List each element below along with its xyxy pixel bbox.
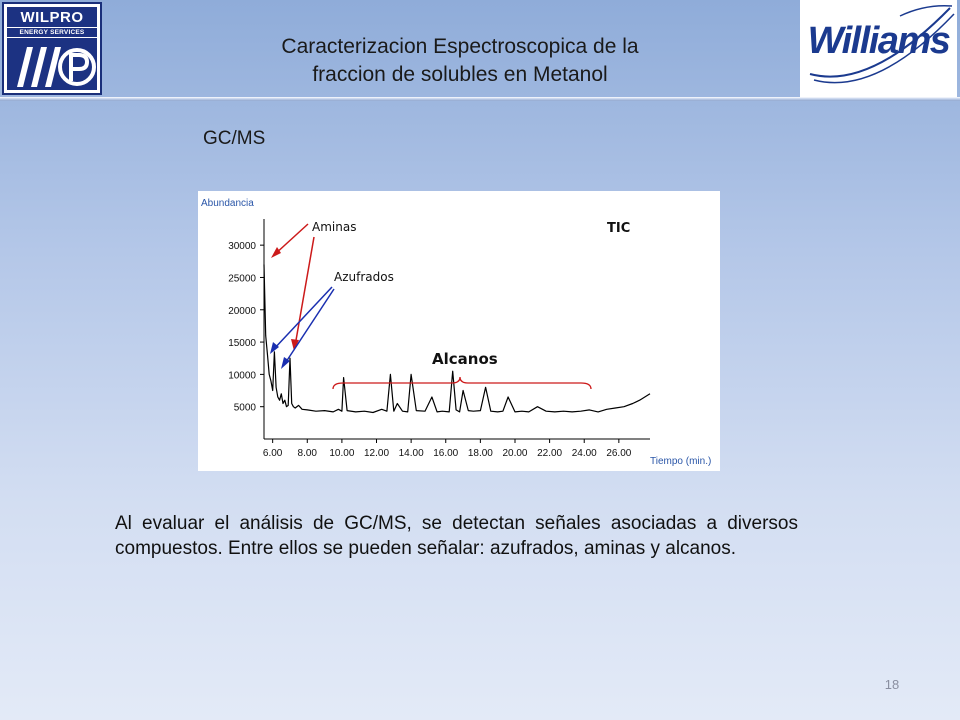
y-tick-label: 30000 bbox=[228, 241, 256, 252]
x-tick-label: 16.00 bbox=[433, 448, 458, 459]
arrow-aminas-2 bbox=[294, 236, 315, 347]
arrow-azufrados-2 bbox=[283, 288, 335, 366]
y-tick-label: 25000 bbox=[228, 273, 256, 284]
wilpro-emblem-icon bbox=[17, 47, 96, 87]
x-tick-label: 8.00 bbox=[298, 448, 318, 459]
y-tick-label: 10000 bbox=[228, 370, 256, 381]
williams-logo-name: Williams bbox=[807, 20, 951, 62]
x-axis-label: Tiempo (min.) bbox=[650, 456, 711, 467]
header-divider bbox=[0, 97, 960, 101]
wilpro-logo-name: WILPRO bbox=[20, 9, 84, 26]
y-tick-label: 20000 bbox=[228, 306, 256, 317]
x-tick-label: 24.00 bbox=[572, 448, 597, 459]
y-axis-label: Abundancia bbox=[201, 198, 254, 209]
chromatogram-svg: 5000 10000 15000 20000 25000 30000 6.00 8.00 10.… bbox=[201, 198, 711, 467]
annotation-alcanos: Alcanos bbox=[432, 350, 498, 368]
williams-swoosh-icon bbox=[809, 4, 955, 84]
x-tick-label: 22.00 bbox=[537, 448, 562, 459]
annotation-azufrados: Azufrados bbox=[334, 270, 394, 284]
x-tick-label: 18.00 bbox=[468, 448, 493, 459]
arrowhead-aminas-2 bbox=[291, 339, 299, 351]
section-subtitle: GC/MS bbox=[203, 128, 266, 149]
chromatogram-trace bbox=[263, 264, 651, 414]
x-tick-label: 14.00 bbox=[399, 448, 424, 459]
x-tick-label: 12.00 bbox=[364, 448, 389, 459]
wilpro-logo-tagline: ENERGY SERVICES bbox=[7, 27, 97, 38]
x-tick-label: 10.00 bbox=[329, 448, 354, 459]
x-tick-label: 20.00 bbox=[502, 448, 527, 459]
wilpro-logo: WILPRO ENERGY SERVICES bbox=[2, 2, 102, 95]
arrow-azufrados-1 bbox=[272, 286, 333, 351]
x-tick-label: 6.00 bbox=[263, 448, 283, 459]
arrowhead-azufrados-2 bbox=[281, 357, 290, 369]
body-paragraph: Al evaluar el análisis de GC/MS, se dete… bbox=[115, 513, 798, 559]
gcms-chromatogram: 5000 10000 15000 20000 25000 30000 6.00 8.00 10.… bbox=[198, 191, 720, 471]
williams-logo: Williams bbox=[800, 0, 957, 97]
y-tick-label: 15000 bbox=[228, 338, 256, 349]
y-tick-label: 5000 bbox=[234, 403, 257, 414]
arrow-aminas-1 bbox=[273, 223, 309, 256]
annotation-tic: TIC bbox=[607, 221, 630, 236]
slide-title-line-1: Caracterizacion Espectroscopica de la bbox=[281, 35, 639, 58]
annotation-aminas: Aminas bbox=[312, 220, 356, 234]
page-number: 18 bbox=[884, 677, 900, 692]
x-tick-label: 26.00 bbox=[606, 448, 631, 459]
arrowhead-aminas-1 bbox=[271, 247, 281, 258]
slide-title: Caracterizacion Espectroscopica de la fr… bbox=[180, 33, 740, 89]
slide-title-line-2: fraccion de solubles en Metanol bbox=[312, 63, 608, 86]
alcanos-bracket bbox=[332, 376, 592, 390]
arrowhead-azufrados-1 bbox=[270, 342, 279, 354]
